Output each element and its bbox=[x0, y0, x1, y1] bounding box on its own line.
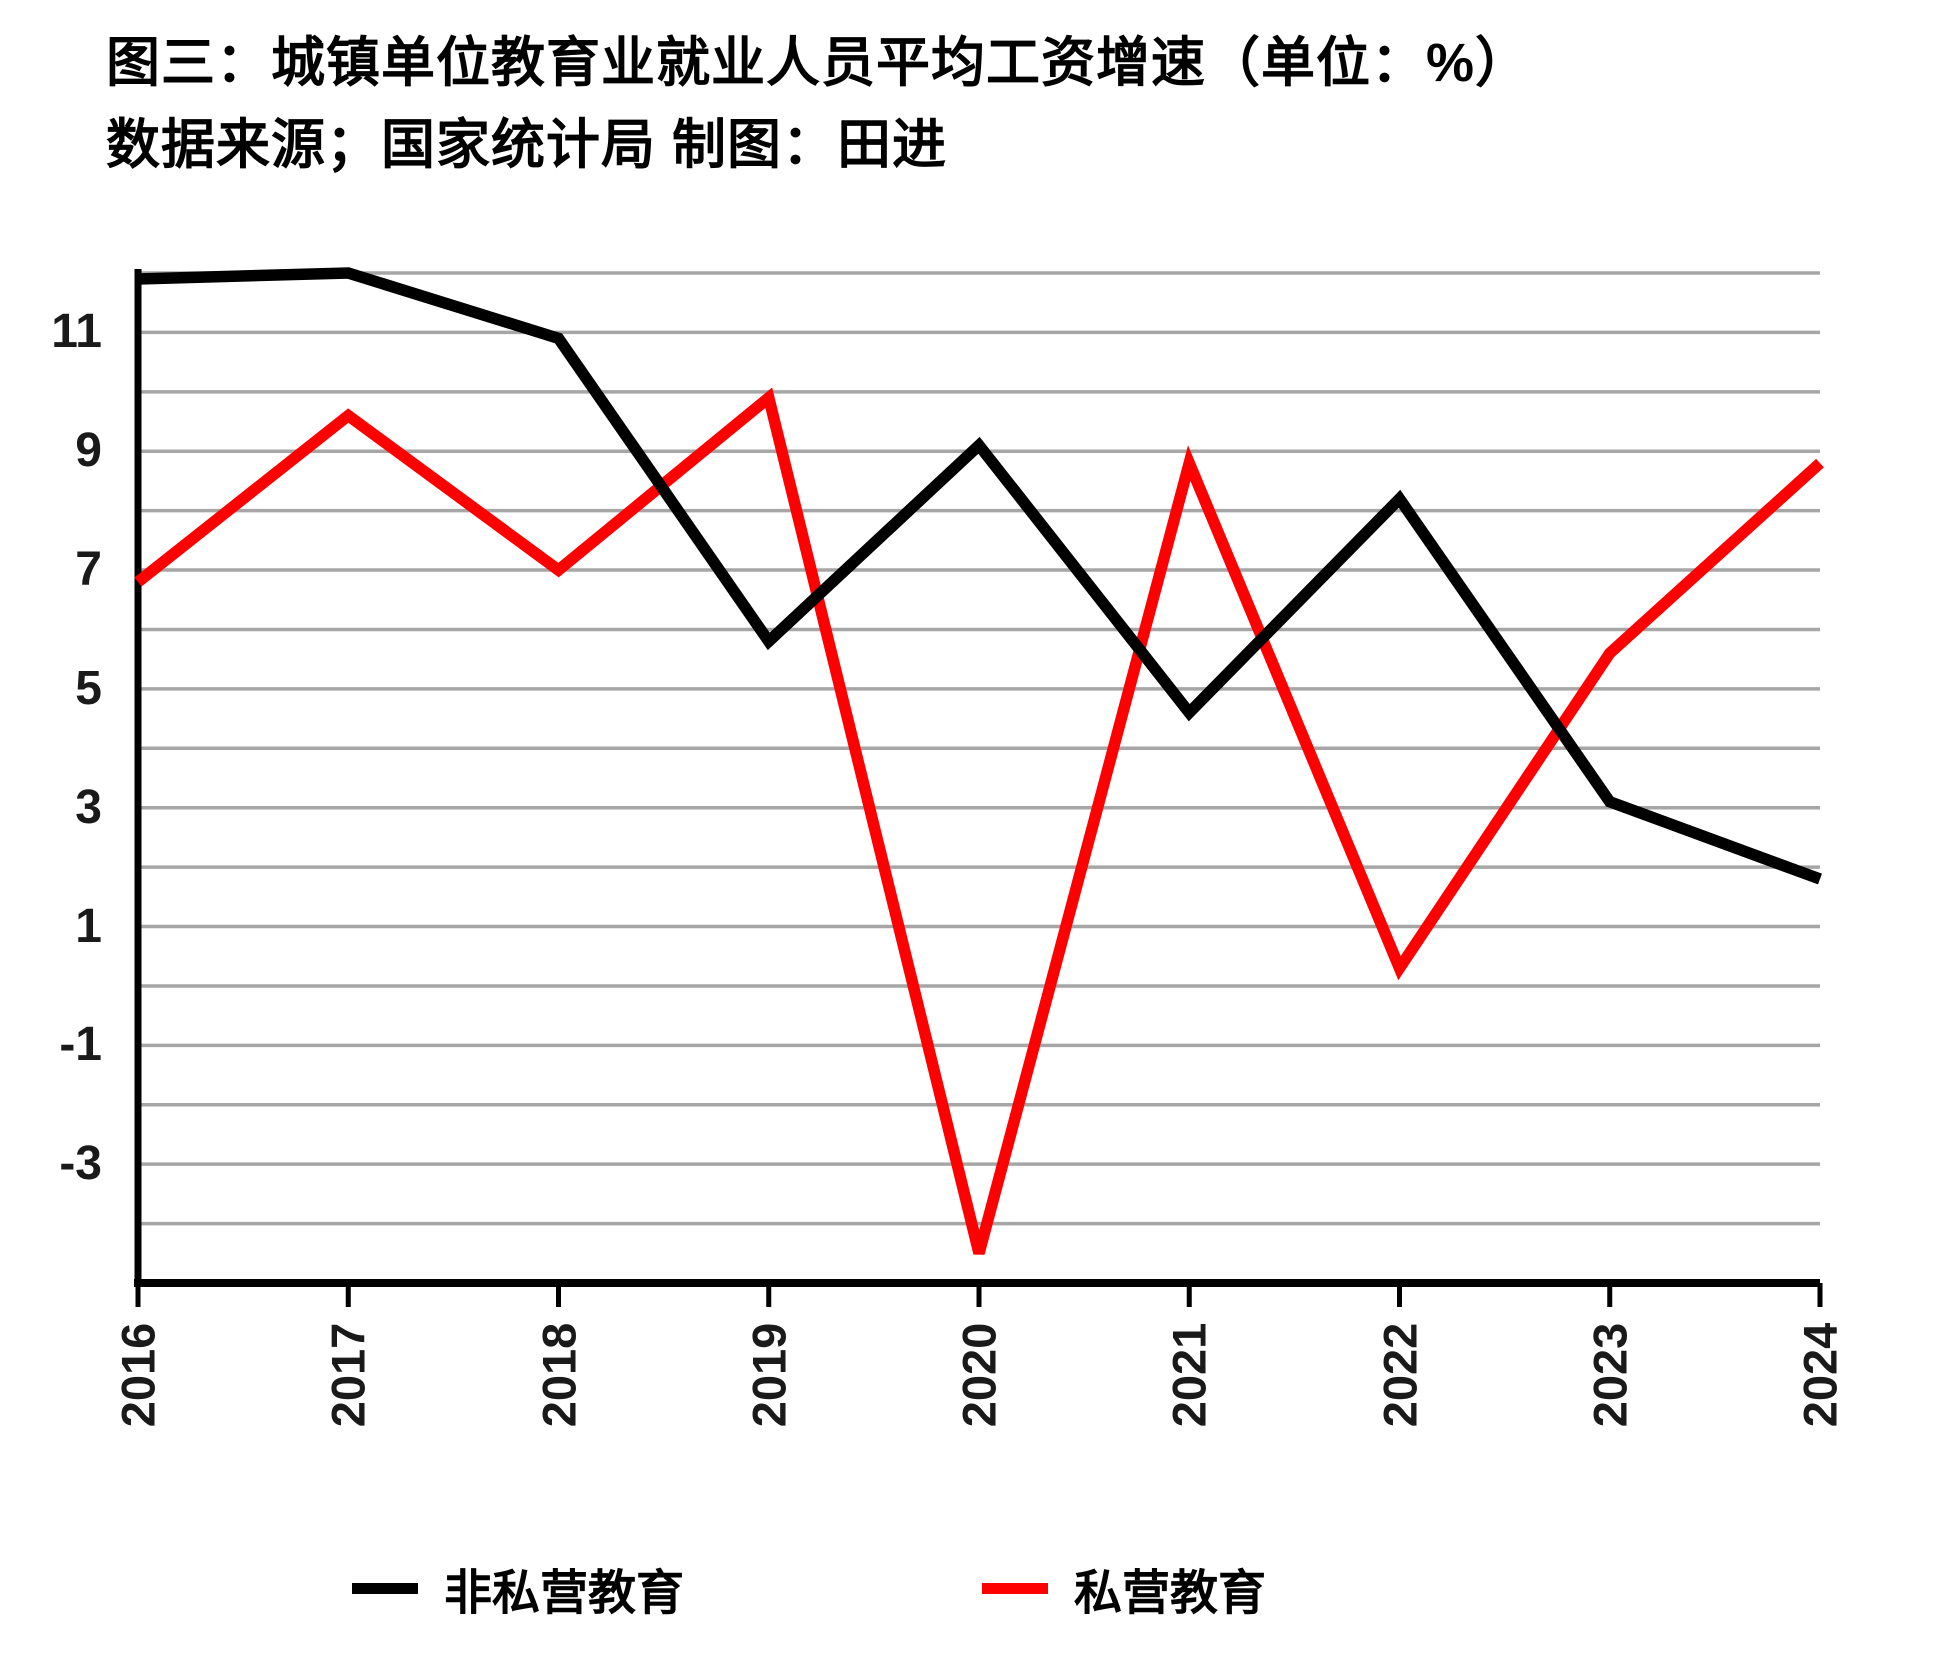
y-tick-label: 7 bbox=[75, 543, 102, 597]
series-line-私营教育 bbox=[134, 387, 1824, 1255]
x-tick-label: 2024 bbox=[1793, 1322, 1847, 1428]
y-tick-label: 5 bbox=[75, 661, 102, 715]
legend: 非私营教育 私营教育 bbox=[0, 1552, 1934, 1632]
y-tick-label: 9 bbox=[75, 424, 102, 478]
y-tick-label: 3 bbox=[75, 780, 102, 834]
x-tick-label: 2017 bbox=[321, 1322, 375, 1428]
y-tick-label: -1 bbox=[59, 1018, 102, 1072]
x-tick-label: 2021 bbox=[1162, 1322, 1216, 1428]
legend-swatch-private bbox=[982, 1582, 1048, 1594]
x-tick-label: 2022 bbox=[1373, 1322, 1426, 1428]
legend-swatch-nonprivate bbox=[352, 1582, 418, 1594]
chart-title: 图三：城镇单位教育业就业人员平均工资增速（单位：%） bbox=[106, 33, 1531, 93]
y-tick-label: -3 bbox=[59, 1137, 102, 1191]
legend-label-private: 私营教育 bbox=[1074, 1567, 1267, 1620]
legend-label-nonprivate: 非私营教育 bbox=[444, 1567, 685, 1620]
title-block: 图三：城镇单位教育业就业人员平均工资增速（单位：%） 数据来源；国家统计局 制图… bbox=[106, 22, 1606, 186]
x-tick-label: 2023 bbox=[1583, 1322, 1637, 1428]
series-line-非私营教育 bbox=[137, 267, 1822, 885]
x-tick-label: 2018 bbox=[532, 1322, 585, 1428]
x-tick-label: 2020 bbox=[952, 1322, 1006, 1428]
x-tick-label: 2019 bbox=[742, 1322, 796, 1428]
x-tick-label: 2016 bbox=[111, 1322, 165, 1428]
chart-source-note: 数据来源；国家统计局 制图：田进 bbox=[106, 115, 948, 175]
y-tick-label: 1 bbox=[75, 899, 102, 953]
y-tick-label: 11 bbox=[51, 305, 102, 359]
legend-item-private: 私营教育 bbox=[982, 1552, 1266, 1624]
legend-item-nonprivate: 非私营教育 bbox=[352, 1552, 684, 1624]
